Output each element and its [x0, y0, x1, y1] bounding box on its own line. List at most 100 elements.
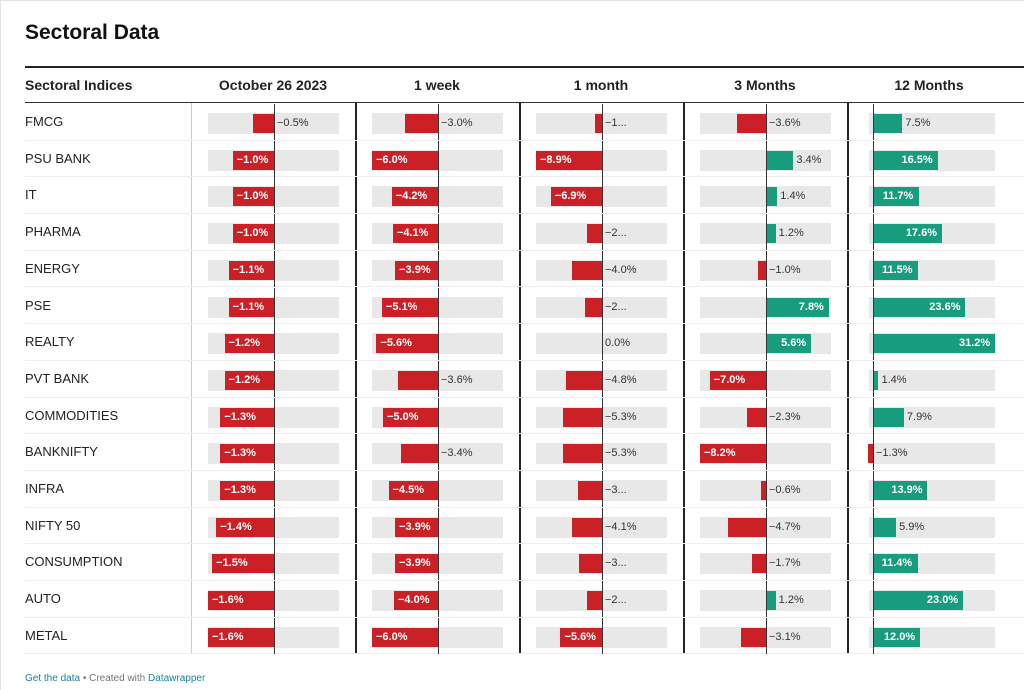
- zero-line: [438, 434, 439, 471]
- zero-line: [274, 471, 275, 507]
- column-separator: [847, 103, 849, 654]
- bar-track: 7.9%: [869, 406, 995, 428]
- data-bar: [550, 187, 602, 207]
- table-row: FMCG −0.5% −3.0% −1... −3.6% 7.5%: [25, 104, 1024, 141]
- data-bar: [208, 627, 274, 647]
- bar-cell: −1.1%: [208, 287, 339, 324]
- bar-track: 5.9%: [869, 516, 995, 538]
- table-row: PSE −1.1% −5.1% −2... 7.8% 23.6%: [25, 287, 1024, 325]
- data-label: −4.1%: [605, 520, 637, 533]
- data-bar: [873, 187, 919, 207]
- data-label: −3...: [605, 484, 627, 496]
- data-bar: [873, 407, 904, 427]
- row-label: ENERGY: [25, 260, 80, 276]
- column-separator: [355, 103, 357, 654]
- get-data-link[interactable]: Get the data: [25, 673, 81, 684]
- zero-line: [873, 471, 874, 507]
- bar-cell: −3...: [536, 544, 667, 581]
- zero-line: [438, 581, 439, 618]
- bar-track: 23.0%: [869, 590, 995, 612]
- zero-line: [438, 544, 439, 581]
- data-label: −5.6%: [380, 337, 412, 350]
- bar-cell: 1.4%: [700, 177, 831, 214]
- bar-track: −1.0%: [208, 149, 339, 171]
- bar-cell: −4.1%: [536, 507, 667, 544]
- bar-cell: −5.3%: [536, 434, 667, 471]
- table-row: ENERGY −1.1% −3.9% −4.0% −1.0% 11.5%: [25, 250, 1024, 288]
- data-label: −1.1%: [232, 263, 265, 276]
- data-bar: [376, 334, 438, 354]
- zero-line: [873, 544, 874, 581]
- data-bar: [873, 627, 920, 647]
- zero-line: [274, 544, 275, 581]
- data-bar: [741, 627, 766, 647]
- data-label: −5.3%: [605, 447, 637, 460]
- bar-cell: 23.6%: [869, 287, 995, 324]
- data-bar: [560, 627, 602, 647]
- data-bar: [766, 187, 778, 207]
- data-label: −8.2%: [704, 447, 736, 460]
- bar-cell: 11.5%: [869, 250, 995, 287]
- bar-track: −8.9%: [536, 149, 667, 171]
- bar-cell: 16.5%: [869, 140, 995, 177]
- bar-track: −4.1%: [372, 223, 503, 245]
- data-label: 5.6%: [781, 337, 807, 350]
- data-bar: [587, 224, 602, 244]
- data-label: −1.0%: [769, 263, 801, 276]
- datawrapper-link[interactable]: Datawrapper: [148, 673, 206, 684]
- zero-line: [766, 581, 767, 618]
- data-label: −3.9%: [399, 520, 431, 533]
- bar-cell: −2...: [536, 581, 667, 618]
- data-bar: [873, 591, 963, 611]
- header-top-rule: [25, 66, 1024, 68]
- bar-cell: −0.5%: [208, 104, 339, 140]
- data-label: −1.2%: [228, 337, 261, 350]
- bar-cell: −5.6%: [536, 617, 667, 654]
- zero-line: [873, 140, 874, 177]
- bar-track: −3...: [536, 553, 667, 575]
- bar-track: 0.0%: [536, 333, 667, 355]
- column-separator: [519, 103, 521, 654]
- row-label: CONSUMPTION: [25, 554, 123, 570]
- row-label: IT: [25, 187, 37, 203]
- data-bar: [232, 150, 274, 170]
- zero-line: [766, 104, 767, 140]
- data-label: −5.1%: [385, 300, 418, 313]
- col-header-2: 1 week: [414, 77, 460, 93]
- data-label: −6.0%: [376, 153, 408, 166]
- bar-cell: −1.3%: [867, 434, 995, 471]
- bar-cell: −3.1%: [700, 617, 831, 654]
- zero-line: [873, 287, 874, 324]
- bar-track: −3.9%: [372, 259, 503, 281]
- zero-line: [766, 471, 767, 507]
- row-label: PSE: [25, 297, 52, 313]
- data-label: −5.6%: [564, 630, 596, 643]
- data-label: 7.8%: [798, 300, 824, 313]
- data-label: −1.7%: [769, 557, 801, 570]
- data-bar: [873, 370, 879, 390]
- zero-line: [438, 214, 439, 251]
- data-label: 1.2%: [778, 594, 804, 607]
- data-bar: [873, 114, 903, 133]
- data-label: −6.9%: [554, 190, 587, 203]
- data-bar: [766, 591, 776, 611]
- data-bar: [383, 407, 438, 427]
- col-header-5: 12 Months: [894, 77, 964, 93]
- zero-line: [274, 214, 275, 251]
- data-label: −3.6%: [769, 117, 801, 129]
- bar-track: −4.1%: [536, 516, 667, 538]
- bar-track: −5.3%: [536, 406, 667, 428]
- data-bar: [766, 334, 812, 354]
- zero-line: [274, 140, 275, 177]
- bar-cell: −1.0%: [700, 250, 831, 287]
- bar-cell: −1.2%: [208, 360, 339, 397]
- col-header-3: 1 month: [573, 77, 629, 93]
- bar-cell: 1.2%: [700, 581, 831, 618]
- bar-cell: 3.4%: [700, 140, 831, 177]
- data-label: −5.3%: [605, 410, 637, 423]
- zero-line: [602, 544, 603, 581]
- bar-track: 16.5%: [869, 149, 995, 171]
- zero-line: [766, 250, 767, 287]
- table-row: IT −1.0% −4.2% −6.9% 1.4% 11.7%: [25, 177, 1024, 215]
